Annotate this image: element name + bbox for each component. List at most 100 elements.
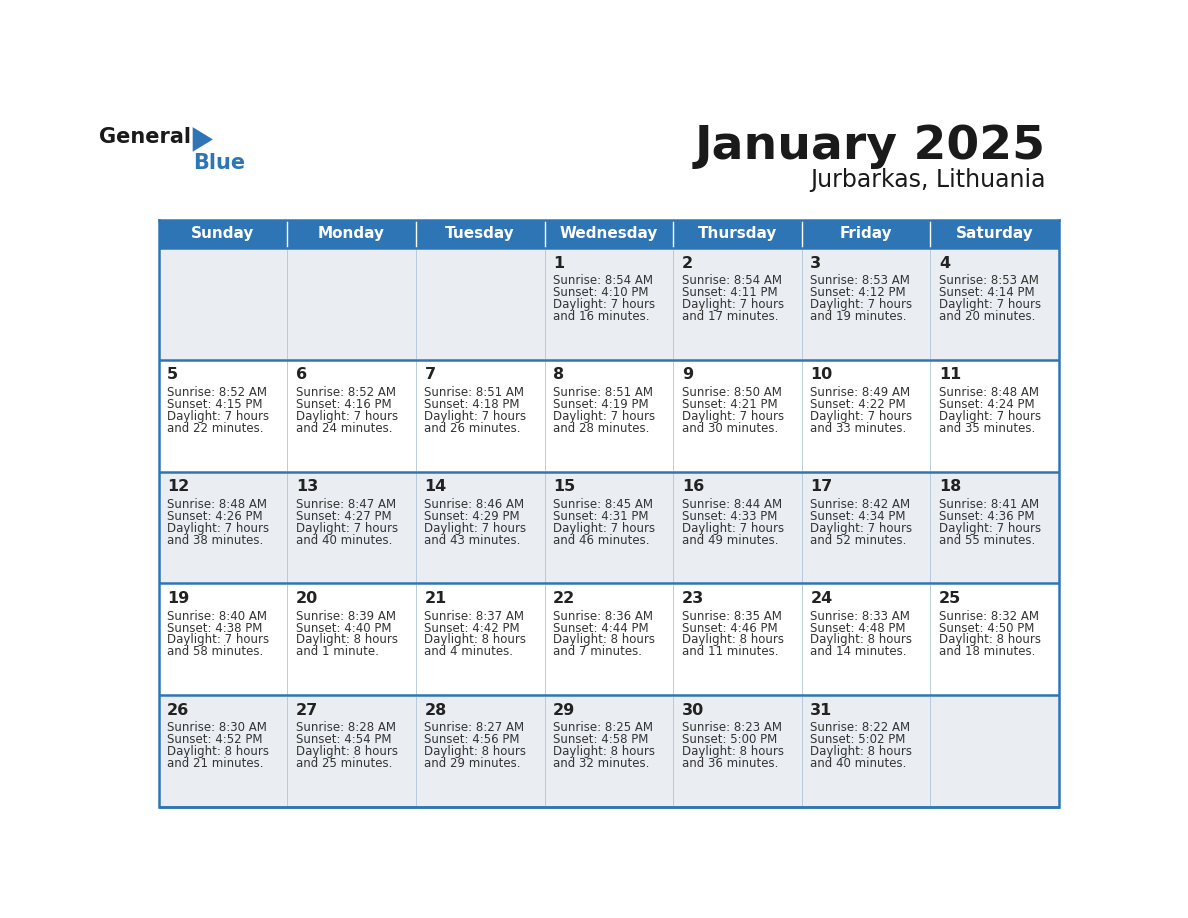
Text: Sunset: 4:42 PM: Sunset: 4:42 PM [424,621,520,634]
Text: 11: 11 [939,367,961,383]
Text: Saturday: Saturday [956,226,1034,241]
Text: Sunrise: 8:48 AM: Sunrise: 8:48 AM [939,386,1040,399]
Text: 25: 25 [939,591,961,606]
Text: Daylight: 8 hours: Daylight: 8 hours [168,745,270,758]
Text: Sunset: 4:19 PM: Sunset: 4:19 PM [554,397,649,411]
Text: Sunset: 4:52 PM: Sunset: 4:52 PM [168,733,263,746]
Text: and 33 minutes.: and 33 minutes. [810,421,906,435]
Text: and 32 minutes.: and 32 minutes. [554,757,650,770]
Text: Sunrise: 8:48 AM: Sunrise: 8:48 AM [168,498,267,510]
Text: Thursday: Thursday [697,226,777,241]
Text: 1: 1 [554,256,564,271]
Text: 4: 4 [939,256,950,271]
Text: and 19 minutes.: and 19 minutes. [810,310,906,323]
Text: Sunset: 4:48 PM: Sunset: 4:48 PM [810,621,905,634]
Text: 8: 8 [554,367,564,383]
Bar [158,219,287,248]
Text: Daylight: 8 hours: Daylight: 8 hours [810,745,912,758]
Text: Sunset: 4:15 PM: Sunset: 4:15 PM [168,397,263,411]
Text: 24: 24 [810,591,833,606]
Text: and 40 minutes.: and 40 minutes. [296,533,392,546]
Text: 23: 23 [682,591,704,606]
Text: Sunrise: 8:37 AM: Sunrise: 8:37 AM [424,610,524,622]
Text: Daylight: 8 hours: Daylight: 8 hours [810,633,912,646]
Text: Daylight: 7 hours: Daylight: 7 hours [296,521,398,534]
Text: Sunrise: 8:32 AM: Sunrise: 8:32 AM [939,610,1040,622]
Text: and 7 minutes.: and 7 minutes. [554,645,642,658]
Text: 17: 17 [810,479,833,494]
Text: Daylight: 8 hours: Daylight: 8 hours [424,745,526,758]
Text: and 26 minutes.: and 26 minutes. [424,421,520,435]
Bar [674,219,802,248]
Text: Sunset: 4:21 PM: Sunset: 4:21 PM [682,397,777,411]
Bar [544,219,674,248]
Text: Sunset: 4:16 PM: Sunset: 4:16 PM [296,397,391,411]
Text: and 21 minutes.: and 21 minutes. [168,757,264,770]
Text: General: General [99,127,191,147]
Text: and 55 minutes.: and 55 minutes. [939,533,1035,546]
Text: and 30 minutes.: and 30 minutes. [682,421,778,435]
Text: Sunset: 4:26 PM: Sunset: 4:26 PM [168,509,263,522]
Bar [416,219,544,248]
Text: Daylight: 8 hours: Daylight: 8 hours [296,745,398,758]
Text: January 2025: January 2025 [695,124,1045,169]
Text: Daylight: 7 hours: Daylight: 7 hours [168,521,270,534]
Text: Sunrise: 8:40 AM: Sunrise: 8:40 AM [168,610,267,622]
Text: 30: 30 [682,703,704,718]
Text: Sunrise: 8:52 AM: Sunrise: 8:52 AM [168,386,267,399]
Text: Sunset: 4:44 PM: Sunset: 4:44 PM [554,621,649,634]
Text: 18: 18 [939,479,961,494]
Text: 19: 19 [168,591,189,606]
Text: and 49 minutes.: and 49 minutes. [682,533,778,546]
Text: Jurbarkas, Lithuania: Jurbarkas, Lithuania [810,168,1045,192]
Text: and 35 minutes.: and 35 minutes. [939,421,1035,435]
Text: Sunrise: 8:50 AM: Sunrise: 8:50 AM [682,386,782,399]
Text: Sunrise: 8:30 AM: Sunrise: 8:30 AM [168,722,267,734]
Text: Sunrise: 8:44 AM: Sunrise: 8:44 AM [682,498,782,510]
Bar [802,219,930,248]
Text: Sunrise: 8:45 AM: Sunrise: 8:45 AM [554,498,653,510]
Text: 14: 14 [424,479,447,494]
Bar [158,472,1060,584]
Bar [158,695,1060,807]
Text: Sunset: 4:34 PM: Sunset: 4:34 PM [810,509,905,522]
Text: Sunset: 4:14 PM: Sunset: 4:14 PM [939,286,1035,299]
Text: Daylight: 7 hours: Daylight: 7 hours [424,521,526,534]
Text: and 20 minutes.: and 20 minutes. [939,310,1036,323]
Text: 3: 3 [810,256,821,271]
Text: Daylight: 7 hours: Daylight: 7 hours [682,409,784,423]
Text: Sunrise: 8:47 AM: Sunrise: 8:47 AM [296,498,396,510]
Text: 31: 31 [810,703,833,718]
Bar [930,219,1060,248]
Text: Daylight: 7 hours: Daylight: 7 hours [168,633,270,646]
Text: Sunrise: 8:53 AM: Sunrise: 8:53 AM [810,274,910,287]
Text: Sunset: 4:38 PM: Sunset: 4:38 PM [168,621,263,634]
Text: Sunrise: 8:52 AM: Sunrise: 8:52 AM [296,386,396,399]
Text: Sunrise: 8:35 AM: Sunrise: 8:35 AM [682,610,782,622]
Polygon shape [192,127,213,151]
Text: Daylight: 7 hours: Daylight: 7 hours [939,409,1041,423]
Text: Daylight: 7 hours: Daylight: 7 hours [296,409,398,423]
Text: Sunrise: 8:53 AM: Sunrise: 8:53 AM [939,274,1038,287]
Text: Daylight: 7 hours: Daylight: 7 hours [682,298,784,311]
Text: and 36 minutes.: and 36 minutes. [682,757,778,770]
Text: and 16 minutes.: and 16 minutes. [554,310,650,323]
Text: Sunset: 4:18 PM: Sunset: 4:18 PM [424,397,520,411]
Bar [287,219,416,248]
Text: 7: 7 [424,367,436,383]
Text: Daylight: 7 hours: Daylight: 7 hours [810,409,912,423]
Text: Daylight: 7 hours: Daylight: 7 hours [810,298,912,311]
Text: 20: 20 [296,591,318,606]
Text: Sunset: 4:10 PM: Sunset: 4:10 PM [554,286,649,299]
Text: and 43 minutes.: and 43 minutes. [424,533,520,546]
Text: Sunrise: 8:54 AM: Sunrise: 8:54 AM [682,274,782,287]
Text: Sunday: Sunday [191,226,254,241]
Text: Daylight: 8 hours: Daylight: 8 hours [682,633,784,646]
Text: Sunset: 4:29 PM: Sunset: 4:29 PM [424,509,520,522]
Text: 6: 6 [296,367,307,383]
Text: Daylight: 8 hours: Daylight: 8 hours [424,633,526,646]
Text: and 46 minutes.: and 46 minutes. [554,533,650,546]
Text: and 58 minutes.: and 58 minutes. [168,645,264,658]
Text: Sunset: 5:00 PM: Sunset: 5:00 PM [682,733,777,746]
Text: Sunset: 5:02 PM: Sunset: 5:02 PM [810,733,905,746]
